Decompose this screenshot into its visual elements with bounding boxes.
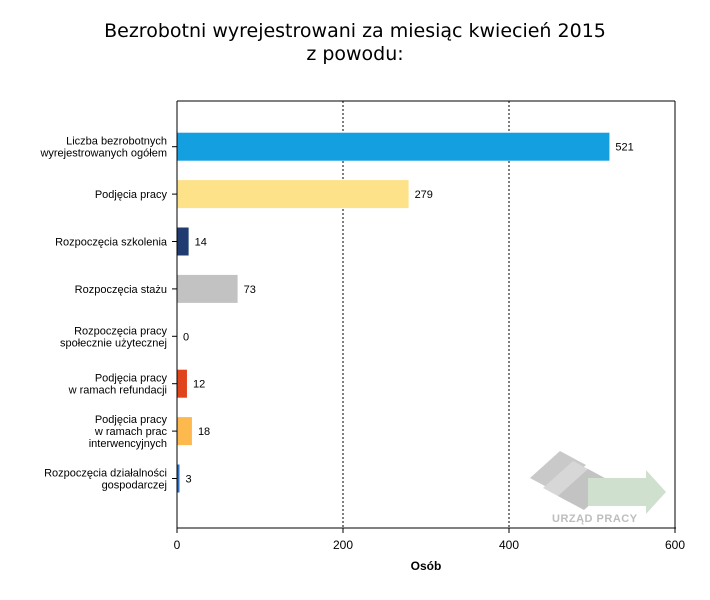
category-label: Rozpoczęcia szkolenia xyxy=(55,237,168,249)
chart-title-line-1: Bezrobotni wyrejestrowani za miesiąc kwi… xyxy=(104,20,606,42)
category-label-line: gospodarczej xyxy=(102,480,167,492)
category-label-line: w ramach prac xyxy=(94,426,168,438)
category-label-line: wyrejestrowanych ogółem xyxy=(39,148,167,160)
x-tick-label: 0 xyxy=(174,538,181,552)
category-label-line: Rozpoczęcia szkolenia xyxy=(55,237,168,249)
chart-title-line-2: z powodu: xyxy=(306,43,404,65)
category-label: Rozpoczęcia pracy społecznie użytecznej xyxy=(60,325,168,349)
bar xyxy=(177,132,610,161)
category-label-line: Rozpoczęcia działalności xyxy=(44,468,167,480)
category-label-line: Rozpoczęcia stażu xyxy=(75,284,167,296)
category-label-line: społecznie użytecznej xyxy=(60,337,167,349)
category-label-line: Rozpoczęcia pracy xyxy=(74,325,167,337)
value-labels: 521 279 14 73 0 12 18 3 xyxy=(183,142,634,486)
grid-lines xyxy=(342,101,510,528)
logo-text: URZĄD PRACY xyxy=(552,513,638,525)
category-label: Rozpoczęcia stażu xyxy=(75,284,167,296)
value-label: 521 xyxy=(615,142,633,154)
bars xyxy=(177,132,610,493)
bar xyxy=(177,369,187,398)
category-label: Podjęcia pracy xyxy=(95,189,168,201)
category-label-line: Podjęcia pracy xyxy=(95,414,168,426)
category-label-line: Liczba bezrobotnych xyxy=(66,136,167,148)
x-tick-label: 400 xyxy=(499,538,519,552)
value-label: 14 xyxy=(195,237,207,249)
value-label: 18 xyxy=(198,426,210,438)
x-tick-label: 600 xyxy=(665,538,685,552)
ticks: 0 200 400 600 xyxy=(172,146,685,552)
bar xyxy=(177,180,409,209)
bar xyxy=(177,274,238,303)
value-label: 279 xyxy=(415,189,433,201)
value-label: 0 xyxy=(183,331,189,343)
category-label-line: Podjęcia pracy xyxy=(95,189,168,201)
value-label: 3 xyxy=(185,474,191,486)
x-axis-title: Osób xyxy=(411,559,442,573)
plot-frame xyxy=(177,100,676,528)
category-label-line: w ramach refundacji xyxy=(68,385,167,397)
axes xyxy=(176,101,676,529)
category-labels: Liczba bezrobotnych wyrejestrowanych ogół… xyxy=(39,136,167,492)
category-label-line: Podjęcia pracy xyxy=(95,373,168,385)
category-label: Liczba bezrobotnych wyrejestrowanych ogół… xyxy=(39,136,167,160)
category-label-line: interwencyjnych xyxy=(89,438,167,450)
bar xyxy=(177,227,189,256)
x-tick-label: 200 xyxy=(333,538,353,552)
urzad-pracy-logo-icon: URZĄD PRACY xyxy=(530,451,666,525)
value-label: 12 xyxy=(193,379,205,391)
value-label: 73 xyxy=(244,284,256,296)
category-label: Podjęcia pracy w ramach prac interwencyjny… xyxy=(89,414,168,450)
bar xyxy=(177,464,180,493)
chart-title: Bezrobotni wyrejestrowani za miesiąc kwi… xyxy=(0,20,710,66)
category-label: Rozpoczęcia działalności gospodarczej xyxy=(44,468,167,492)
category-label: Podjęcia pracy w ramach refundacji xyxy=(68,373,168,397)
bar xyxy=(177,417,192,446)
